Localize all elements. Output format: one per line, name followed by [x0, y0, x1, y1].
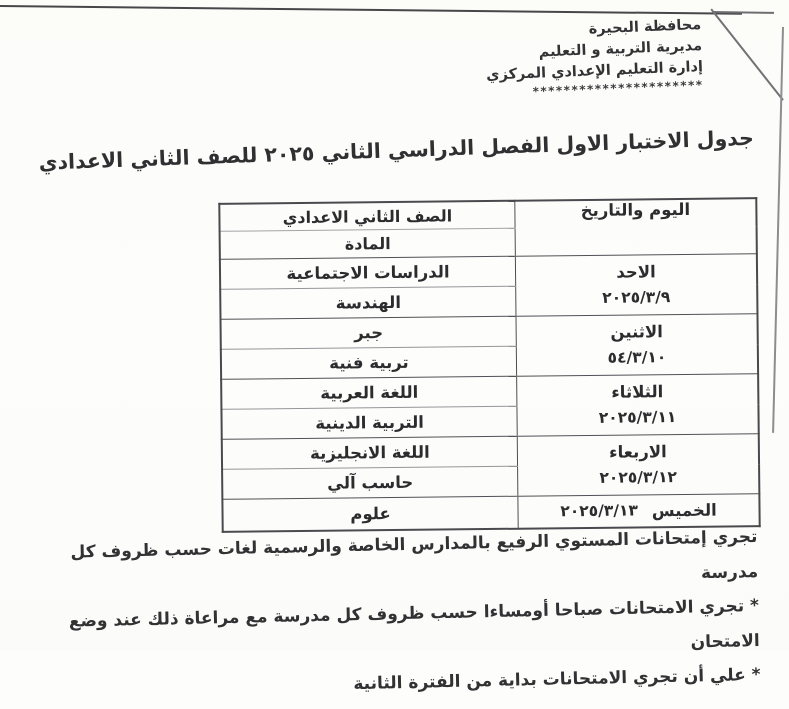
day-name: الاحد: [616, 262, 656, 282]
day-name: الاربعاء: [609, 442, 667, 462]
day-cell-monday: الاثنين ٥٤/٣/١٠: [515, 313, 759, 377]
day-date: ٢٠٢٥/٣/١٣: [560, 501, 638, 521]
page-top-border: [0, 5, 742, 15]
day-name: الاثنين: [610, 322, 663, 342]
subject-cell: حاسب آلي: [222, 466, 518, 500]
subject-cell: جبر: [220, 316, 517, 350]
exam-schedule-table: اليوم والتاريخ الصف الثاني الاعدادي الما…: [218, 197, 761, 533]
day-name: الخميس: [651, 500, 717, 520]
subject-header-cell: المادة: [219, 228, 516, 260]
letterhead: محافظة البحيرة مديرية التربية و التعليم …: [484, 15, 704, 102]
subject-cell: تربية فنية: [220, 346, 517, 380]
day-date: ٥٤/٣/١٠: [607, 347, 667, 367]
day-date-column-header: اليوم والتاريخ: [514, 198, 757, 257]
day-cell-wednesday: الاربعاء ٢٠٢٥/٣/١٢: [517, 433, 760, 497]
subject-cell: اللغة العربية: [221, 376, 517, 410]
day-cell-tuesday: الثلاثاء ٢٠٢٥/٣/١١: [516, 373, 759, 437]
subject-cell: الدراسات الاجتماعية: [219, 256, 516, 290]
document-title: جدول الاختبار الاول الفصل الدراسي الثاني…: [38, 125, 755, 175]
subject-cell: التربية الدينية: [221, 406, 518, 440]
day-date: ٢٠٢٥/٣/١١: [598, 407, 677, 427]
footer-notes: تجري إمتحانات المستوي الرفيع بالمدارس ال…: [29, 520, 761, 709]
corner-fold-line: [710, 8, 784, 101]
day-cell-sunday: الاحد ٢٠٢٥/٣/٩: [515, 253, 758, 317]
subject-cell: الهندسة: [220, 286, 516, 320]
day-date: ٢٠٢٥/٣/٩: [602, 287, 671, 307]
day-date: ٢٠٢٥/٣/١٢: [599, 467, 678, 487]
day-name: الثلاثاء: [611, 382, 664, 402]
exam-schedule: اليوم والتاريخ الصف الثاني الاعدادي الما…: [218, 197, 761, 533]
subject-cell: اللغة الانجليزية: [221, 436, 518, 470]
scanned-page: محافظة البحيرة مديرية التربية و التعليم …: [0, 0, 789, 694]
grade-header-cell: الصف الثاني الاعدادي: [219, 200, 516, 232]
